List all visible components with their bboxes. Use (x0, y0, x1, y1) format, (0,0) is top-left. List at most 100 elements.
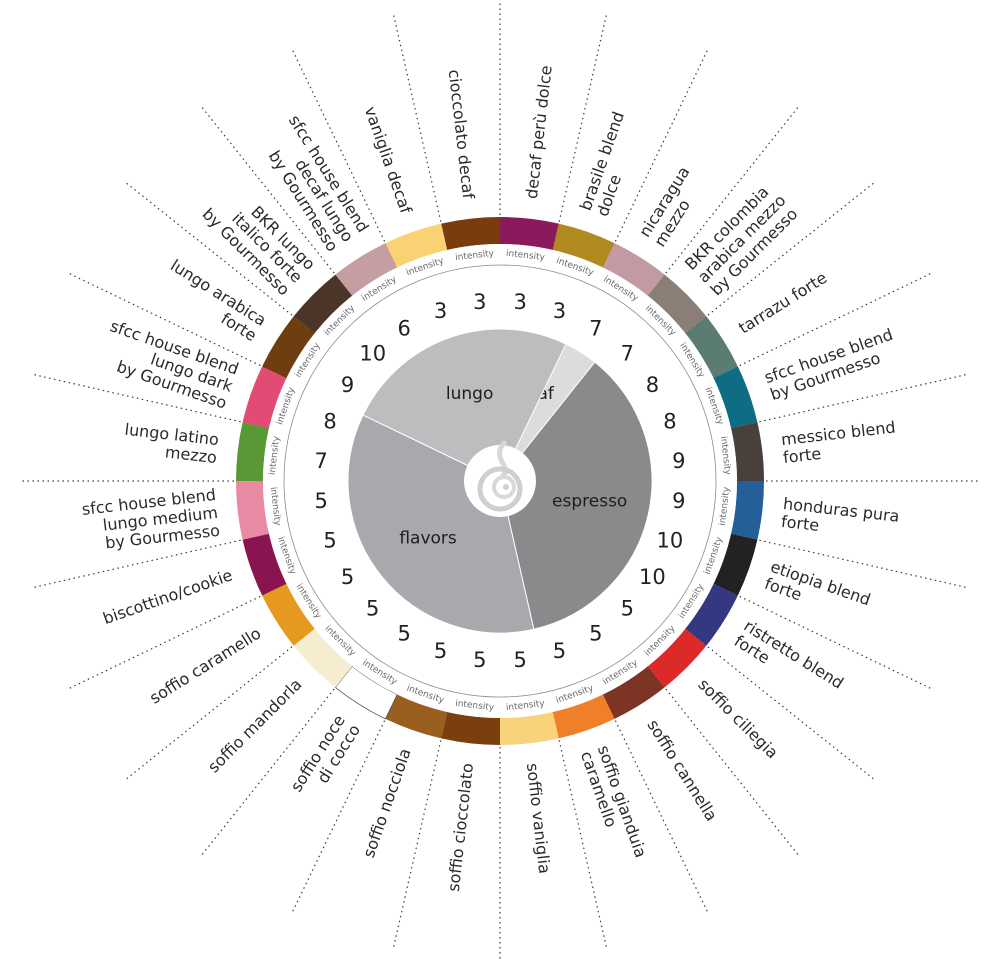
product-label: tarrazu forte (735, 268, 830, 338)
color-segment (236, 481, 269, 540)
product-label: sfcc house blendlungo mediumby Gourmesso (81, 485, 221, 555)
intensity-number: 3 (434, 299, 447, 323)
intensity-number: 5 (621, 596, 634, 620)
color-segment (293, 274, 353, 334)
divider-ray (291, 621, 433, 914)
divider-ray (640, 272, 933, 414)
product-label: soffio vaniglia (523, 762, 554, 875)
product-label: decaf perù dolce (522, 64, 556, 199)
category-pie: decafespressoflavorslungo (347, 328, 653, 634)
product-label: soffio nocciola (359, 746, 415, 860)
product-label: vaniglia decaf (361, 104, 416, 216)
intensity-word: intensity (505, 249, 546, 263)
product-label: lungo latinomezzo (122, 420, 220, 467)
product-label: messico blendforte (780, 417, 898, 467)
divider-ray (567, 621, 709, 914)
product-label: honduras puraforte (780, 494, 900, 544)
product-label: BKR colombiaarabica mezzoby Gourmesso (681, 178, 802, 299)
intensity-word: intensity (718, 486, 732, 527)
color-segment (236, 422, 269, 481)
product-label: soffio cannella (643, 716, 721, 824)
category-label: espresso (552, 491, 627, 511)
intensity-number: 5 (341, 565, 354, 589)
intensity-number: 5 (513, 648, 526, 672)
color-segment (262, 583, 315, 646)
color-segment (552, 223, 615, 268)
intensity-number: 8 (646, 373, 659, 397)
divider-rays (20, 1, 980, 959)
intensity-number: 5 (553, 639, 566, 663)
product-label: soffio gianduiacaramello (577, 743, 651, 866)
divider-ray (567, 48, 709, 341)
intensity-number: 5 (398, 621, 411, 645)
color-segment (713, 366, 758, 429)
color-ring (236, 217, 764, 745)
intensity-number: 3 (553, 299, 566, 323)
intensity-word: intensity (455, 699, 496, 713)
color-segment (602, 243, 665, 296)
color-segment (385, 223, 448, 268)
product-label: cioccolato decaf (445, 68, 478, 200)
color-segment (385, 694, 448, 739)
intensity-number: 5 (323, 528, 336, 552)
intensity-number: 8 (663, 410, 676, 434)
drop-swirl-icon (464, 440, 536, 517)
intensity-word: intensity (268, 486, 282, 527)
intensity-number: 10 (639, 565, 666, 589)
divider-ray (640, 548, 933, 690)
color-segment (647, 628, 707, 688)
intensity-band-edge (283, 264, 717, 698)
intensity-number: 3 (513, 290, 526, 314)
intensity-number: 9 (341, 373, 354, 397)
color-segment (441, 217, 500, 250)
color-segment (242, 366, 287, 429)
product-label: soffio nocedi cocco (287, 711, 365, 804)
product-label: soffio mandorla (204, 675, 306, 777)
product-label: sfcc house blendlungo darkby Gourmesso (96, 316, 242, 413)
product-label: etiopia blendforte (762, 557, 873, 626)
intensity-word: intensity (455, 249, 496, 263)
category-label: lungo (446, 384, 493, 404)
intensity-number: 9 (672, 449, 685, 473)
color-segment (262, 316, 315, 379)
intensity-number: 7 (314, 449, 327, 473)
product-label: ristretto blendforte (731, 616, 847, 708)
product-label: soffio caramello (146, 624, 264, 708)
intensity-number: 7 (621, 342, 634, 366)
product-label: nicaraguamezzo (635, 163, 709, 250)
color-segment (602, 666, 665, 719)
color-segment (647, 274, 707, 334)
intensity-word: intensity (268, 435, 282, 476)
intensity-number: 3 (473, 290, 486, 314)
color-segment (685, 583, 738, 646)
intensity-word: intensity (718, 436, 732, 477)
color-segment (731, 481, 764, 540)
product-label: soffio ciliegia (694, 675, 782, 763)
category-sector-espresso (499, 361, 653, 630)
color-segment (242, 533, 287, 596)
color-segment (500, 217, 559, 250)
color-segment (685, 316, 738, 379)
color-segment (713, 533, 758, 596)
product-label: brasile blenddolce (576, 109, 645, 219)
intensity-number: 7 (589, 317, 602, 341)
product-label: sfcc house blendby Gourmesso (762, 325, 901, 404)
color-segment (731, 422, 764, 481)
intensity-number: 6 (398, 317, 411, 341)
color-segment (552, 694, 615, 739)
intensity-number: 9 (672, 489, 685, 513)
intensity-number: 5 (434, 639, 447, 663)
intensity-word: intensity (505, 699, 546, 713)
intensity-number: 10 (657, 528, 684, 552)
product-label: soffio cioccolato (444, 762, 477, 893)
color-segment (500, 712, 559, 745)
intensity-number: 5 (473, 648, 486, 672)
intensity-number: 5 (589, 621, 602, 645)
category-sector-lungo (362, 328, 567, 482)
intensity-number: 5 (314, 489, 327, 513)
intensity-number: 5 (366, 596, 379, 620)
intensity-number: 8 (323, 410, 336, 434)
color-segment (335, 243, 398, 296)
